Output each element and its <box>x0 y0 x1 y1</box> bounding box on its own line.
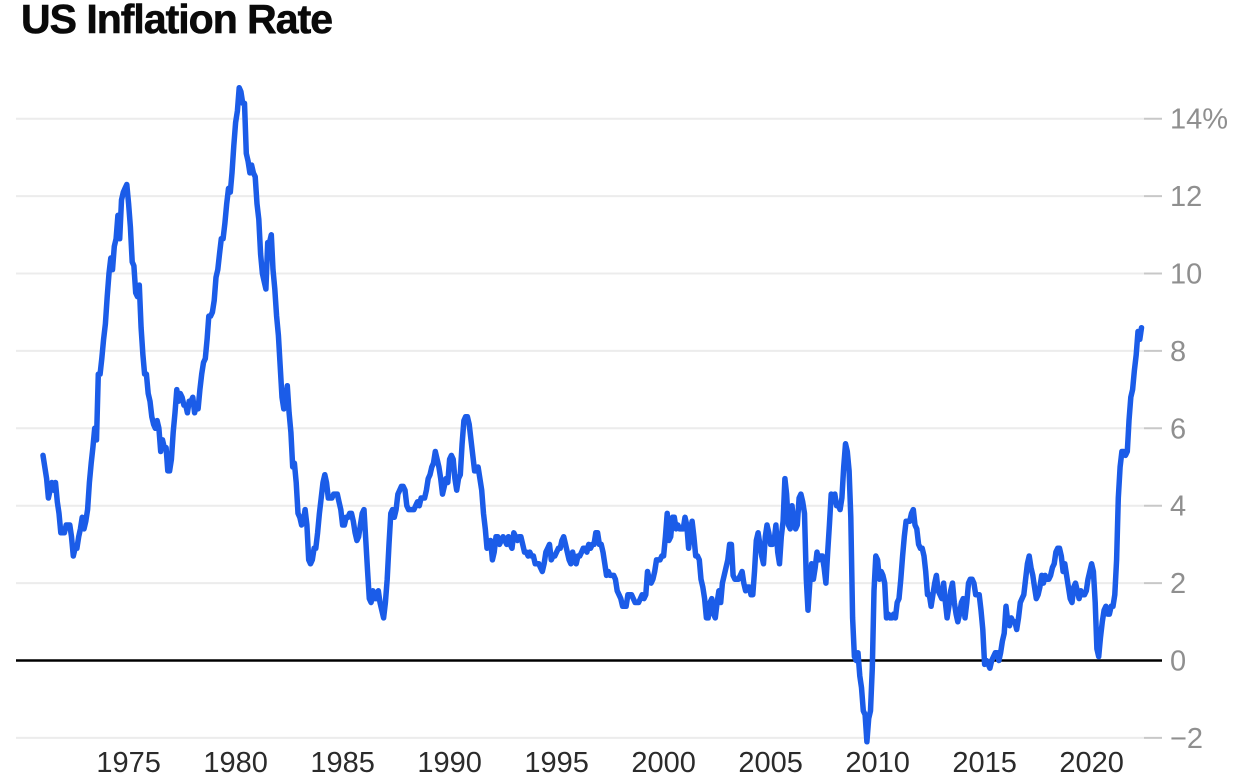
y-tick-label: 0 <box>1170 646 1186 678</box>
x-tick-label: 1990 <box>417 747 482 779</box>
x-tick-label: 2005 <box>738 747 803 779</box>
x-tick-label: 1980 <box>203 747 268 779</box>
x-tick-label: 2015 <box>952 747 1017 779</box>
y-tick-label: −2 <box>1170 723 1203 755</box>
y-tick-label: 14% <box>1170 104 1228 136</box>
x-tick-label: 1975 <box>96 747 161 779</box>
inflation-rate-line <box>40 84 1145 745</box>
y-tick-label: 6 <box>1170 413 1186 445</box>
y-tick-label: 2 <box>1170 568 1186 600</box>
x-tick-label: 2000 <box>631 747 696 779</box>
y-tick-label: 12 <box>1170 181 1202 213</box>
y-tick-label: 4 <box>1170 491 1186 523</box>
x-tick-label: 1995 <box>524 747 589 779</box>
y-tick-label: 10 <box>1170 259 1202 291</box>
x-tick-label: 1985 <box>310 747 375 779</box>
x-tick-label: 2020 <box>1059 747 1124 779</box>
chart-title: US Inflation Rate <box>21 0 334 42</box>
y-tick-label: 8 <box>1170 336 1186 368</box>
x-tick-label: 2010 <box>845 747 910 779</box>
